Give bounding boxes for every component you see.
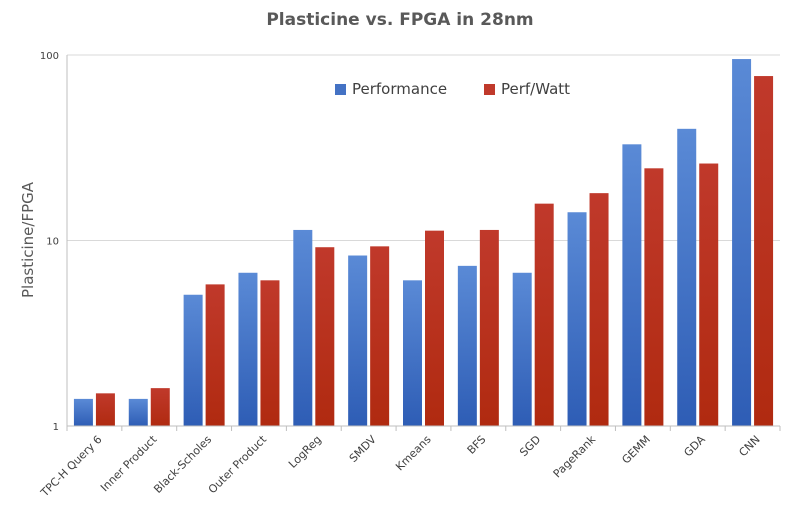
bar-performance — [677, 128, 697, 426]
x-tick-label: TPC-H Query 6 — [38, 433, 105, 500]
x-tick-label: GDA — [681, 433, 708, 460]
legend-item-performance: Performance — [335, 80, 447, 98]
bar-perf-watt — [315, 247, 335, 426]
bar-perf-watt — [534, 203, 554, 426]
x-tick-label: Black-Scholes — [151, 433, 214, 496]
x-tick-label: LogReg — [286, 433, 324, 471]
bar-perf-watt — [150, 388, 170, 426]
bar-performance — [512, 272, 532, 426]
bar-performance — [183, 294, 203, 426]
bar-perf-watt — [205, 284, 225, 426]
bar-performance — [348, 255, 368, 426]
bar-perf-watt — [754, 76, 774, 426]
legend-label-perf-watt: Perf/Watt — [501, 80, 571, 98]
bar-performance — [567, 212, 587, 426]
bar-perf-watt — [699, 163, 719, 426]
x-tick-label: Kmeans — [393, 433, 434, 474]
x-tick-label: GEMM — [619, 433, 653, 467]
x-tick-label: BFS — [465, 433, 489, 457]
bar-performance — [622, 144, 642, 426]
bar-perf-watt — [425, 230, 444, 426]
bar-perf-watt — [370, 246, 390, 426]
bar-performance — [403, 280, 422, 426]
y-tick-label: 100 — [40, 51, 59, 62]
y-tick-label: 1 — [53, 422, 59, 433]
x-tick-label: CNN — [736, 433, 762, 459]
legend-swatch-performance — [335, 83, 346, 95]
bar-performance — [732, 59, 752, 426]
bar-performance — [293, 229, 313, 426]
bar-performance — [128, 398, 148, 426]
x-tick-label: Outer Product — [206, 432, 270, 496]
chart-title: Plasticine vs. FPGA in 28nm — [266, 10, 534, 30]
x-tick-label: Inner Product — [98, 432, 160, 494]
legend-item-perf-watt: Perf/Watt — [484, 80, 570, 98]
bar-perf-watt — [260, 280, 280, 426]
bar-perf-watt — [644, 168, 664, 426]
y-tick-label: 10 — [46, 237, 59, 248]
bar-performance — [238, 272, 258, 426]
legend-swatch-perf-watt — [484, 83, 495, 95]
legend-label-performance: Performance — [352, 80, 448, 98]
bar-perf-watt — [479, 229, 499, 426]
bar-perf-watt — [589, 193, 609, 426]
bar-perf-watt — [95, 393, 115, 426]
y-axis-label: Plasticine/FPGA — [19, 181, 37, 299]
x-tick-label: SMDV — [347, 433, 379, 465]
bar-performance — [457, 265, 477, 426]
x-tick-label: PageRank — [551, 432, 599, 480]
bar-performance — [73, 398, 93, 426]
x-tick-label: SGD — [517, 433, 543, 459]
